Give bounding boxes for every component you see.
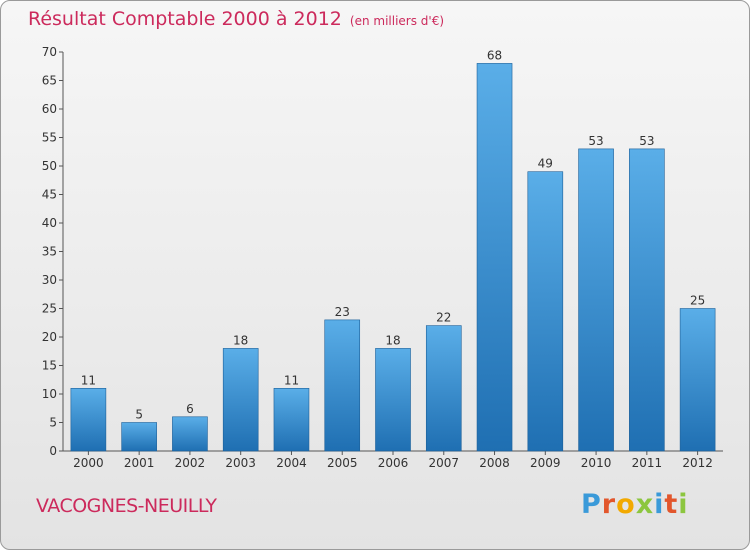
x-tick-label-2005: 2005 bbox=[327, 456, 358, 470]
bar-2001 bbox=[121, 422, 157, 452]
y-tick-label: 50 bbox=[42, 159, 57, 173]
y-tick-label: 30 bbox=[42, 273, 57, 287]
y-tick-label: 35 bbox=[42, 245, 57, 259]
chart-title: Résultat Comptable 2000 à 2012 (en millie… bbox=[28, 8, 444, 30]
bar-2008 bbox=[476, 63, 513, 452]
x-tick-label-2003: 2003 bbox=[225, 456, 256, 470]
bar-2011 bbox=[629, 148, 665, 452]
y-tick-label: 15 bbox=[42, 359, 57, 373]
y-tick-label: 45 bbox=[42, 188, 57, 202]
bar-2002 bbox=[172, 416, 208, 452]
y-tick-label: 25 bbox=[42, 302, 57, 316]
commune-name: VACOGNES-NEUILLY bbox=[36, 495, 217, 517]
bar-2009 bbox=[527, 171, 564, 452]
logo-letter: i bbox=[678, 489, 689, 520]
x-tick-label-2007: 2007 bbox=[428, 456, 459, 470]
title-unit: (en milliers d'€) bbox=[349, 14, 445, 28]
data-label-2000: 11 bbox=[81, 373, 96, 387]
title-text: Résultat Comptable 2000 à 2012 bbox=[28, 8, 342, 30]
bar-2010 bbox=[578, 148, 614, 452]
data-label-2003: 18 bbox=[233, 333, 248, 347]
x-tick-label-2006: 2006 bbox=[378, 456, 409, 470]
data-label-2009: 49 bbox=[538, 157, 553, 171]
data-label-2006: 18 bbox=[385, 333, 400, 347]
bar-2004 bbox=[273, 387, 310, 452]
x-tick-label-2000: 2000 bbox=[73, 456, 104, 470]
bar-2012 bbox=[679, 308, 716, 452]
data-label-2011: 53 bbox=[639, 134, 654, 148]
y-tick-label: 65 bbox=[42, 74, 57, 88]
y-tick-label: 10 bbox=[42, 387, 57, 401]
y-tick-label: 70 bbox=[42, 45, 57, 59]
data-label-2005: 23 bbox=[335, 305, 350, 319]
x-tick-label-2011: 2011 bbox=[632, 456, 663, 470]
x-tick-label-2012: 2012 bbox=[682, 456, 713, 470]
logo-letter: P bbox=[581, 489, 602, 520]
y-tick-label: 0 bbox=[49, 444, 57, 458]
logo-letter: i bbox=[654, 489, 665, 520]
logo-letter: t bbox=[664, 489, 679, 520]
y-tick-label: 5 bbox=[49, 416, 57, 430]
data-label-2002: 6 bbox=[186, 402, 194, 416]
y-axis: 0 5 10 15 20 25 30 35 40 45 50 55 60 65 70 bbox=[42, 45, 64, 458]
y-tick-label: 40 bbox=[42, 216, 57, 230]
y-tick-label: 55 bbox=[42, 131, 57, 145]
data-label-2010: 53 bbox=[588, 134, 603, 148]
bars-group: 11 5 6 18 11 23 18 22 68 49 53 53 25 bbox=[70, 48, 716, 452]
proxiti-logo: Proxiti bbox=[581, 489, 689, 520]
logo-letter: r bbox=[601, 489, 617, 520]
bar-2005 bbox=[324, 319, 361, 452]
data-label-2004: 11 bbox=[284, 373, 299, 387]
x-tick-label-2001: 2001 bbox=[124, 456, 155, 470]
x-tick-label-2004: 2004 bbox=[276, 456, 307, 470]
data-label-2008: 68 bbox=[487, 48, 502, 62]
logo-letter: x bbox=[635, 489, 655, 520]
y-tick-label: 20 bbox=[42, 330, 57, 344]
bar-2003 bbox=[222, 348, 259, 452]
y-tick-label: 60 bbox=[42, 102, 57, 116]
x-axis: 2000 2001 2002 2003 2004 2005 2006 2007 2008 2009… bbox=[63, 450, 723, 470]
data-label-2007: 22 bbox=[436, 311, 451, 325]
x-tick-label-2009: 2009 bbox=[530, 456, 561, 470]
x-tick-label-2002: 2002 bbox=[175, 456, 206, 470]
bar-2007 bbox=[425, 325, 462, 452]
bar-2000 bbox=[70, 387, 107, 452]
data-label-2012: 25 bbox=[690, 294, 705, 308]
logo-letter: o bbox=[616, 489, 636, 520]
x-tick-label-2010: 2010 bbox=[581, 456, 612, 470]
bar-2006 bbox=[375, 348, 411, 452]
data-label-2001: 5 bbox=[135, 408, 143, 422]
x-tick-label-2008: 2008 bbox=[479, 456, 510, 470]
